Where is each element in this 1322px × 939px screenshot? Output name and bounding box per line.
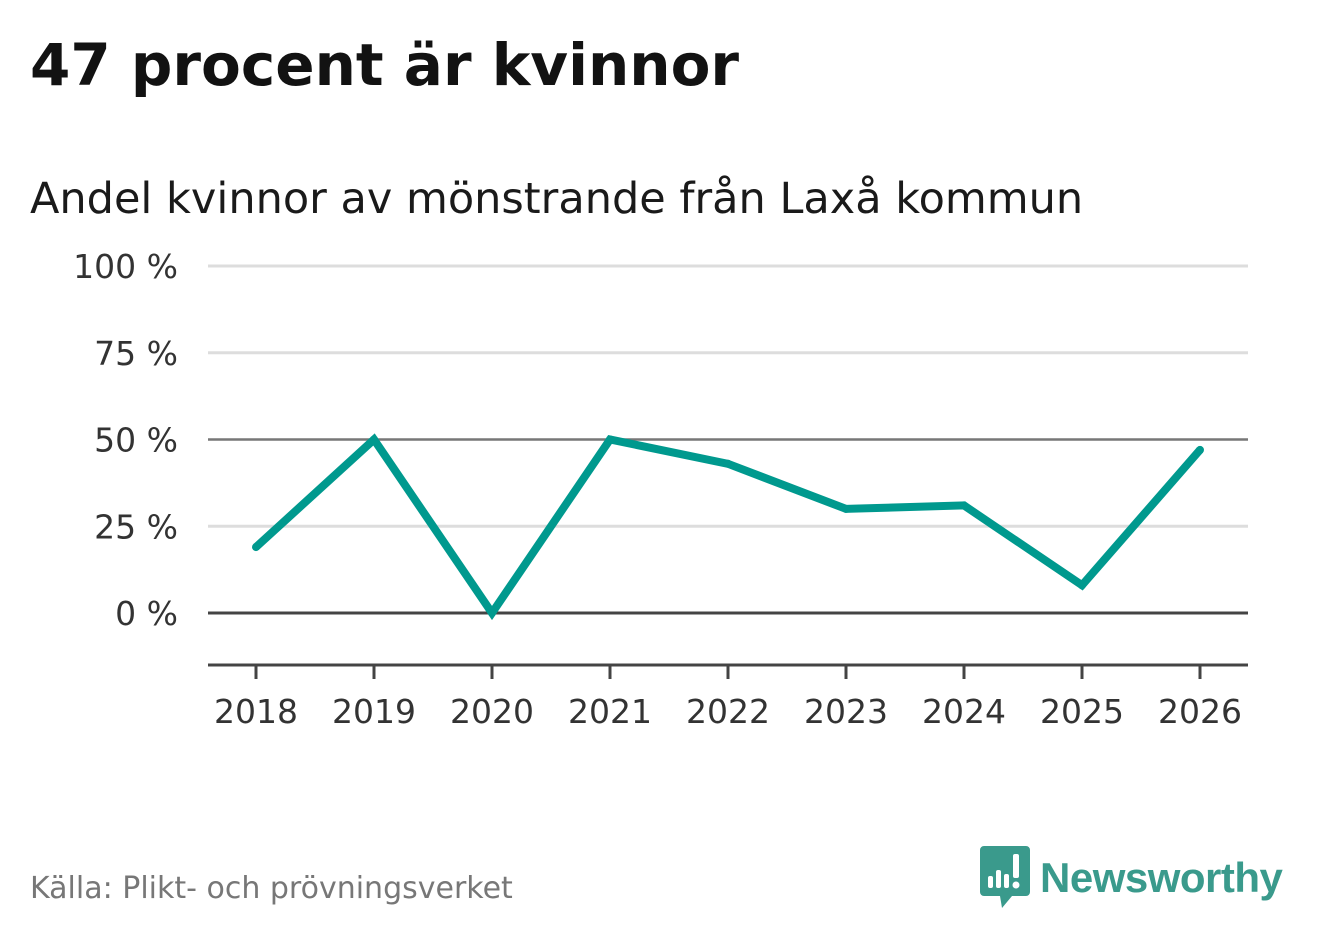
source-note: Källa: Plikt- och prövningsverket [30, 871, 513, 906]
y-axis: 0 % 25 % 50 % 75 % 100 % [73, 247, 178, 633]
x-axis: 2018 2019 2020 2021 2022 2023 2024 2025 2026 [208, 663, 1248, 731]
chart-subtitle: Andel kvinnor av mönstrande från Laxå ko… [30, 174, 1084, 224]
y-tick-label: 25 % [94, 507, 178, 546]
data-point-2018 [252, 543, 260, 552]
y-tick-label: 0 % [115, 594, 178, 633]
y-tick-label: 75 % [94, 334, 178, 373]
data-point-2023 [842, 504, 850, 513]
x-tick-label: 2019 [332, 692, 416, 731]
data-point-2020 [488, 609, 496, 617]
series-layer [252, 433, 1204, 621]
x-tick-label: 2023 [804, 692, 888, 731]
line-chart: 0 % 25 % 50 % 75 % 100 % 2018 2019 2020 2021 202… [73, 247, 1248, 731]
chart-title: 47 procent är kvinnor [30, 31, 740, 99]
x-tick-label: 2025 [1040, 692, 1124, 731]
y-tick-label: 50 % [94, 421, 178, 460]
x-tick-label: 2018 [214, 692, 298, 731]
x-tick-label: 2024 [922, 692, 1006, 731]
data-point-2021 [606, 435, 614, 444]
x-tick-label: 2021 [568, 692, 652, 731]
x-tick-label: 2020 [450, 692, 534, 731]
newsworthy-logo-icon [980, 846, 1030, 908]
y-tick-label: 100 % [73, 247, 178, 286]
brand-name: Newsworthy [1040, 854, 1283, 901]
data-point-2022 [724, 459, 732, 468]
brand-logo: Newsworthy [980, 846, 1283, 910]
data-point-2024 [960, 501, 968, 510]
x-tick-label: 2022 [686, 692, 770, 731]
data-point-2025 [1078, 581, 1086, 590]
data-point-2026 [1196, 445, 1204, 454]
x-tick-label: 2026 [1158, 692, 1242, 731]
gridlines [208, 264, 1248, 615]
data-point-2019 [370, 435, 378, 444]
